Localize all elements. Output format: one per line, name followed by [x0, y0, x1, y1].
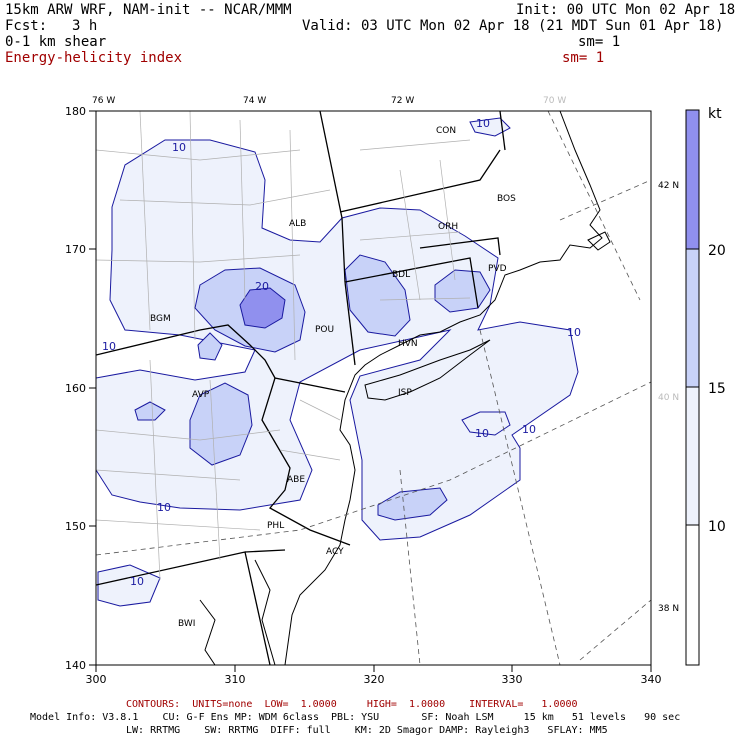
color-bar-segment-15	[686, 249, 699, 387]
longitude-label: 74 W	[243, 96, 266, 106]
color-bar-level: 10	[708, 519, 726, 535]
contour-line-ocean	[461, 411, 511, 436]
x-tick-label: 310	[225, 673, 246, 686]
y-tick-label: 140	[65, 659, 86, 672]
shade-region-15-catskill	[197, 332, 223, 361]
contour-label: 10	[567, 326, 581, 339]
shade-region-15-ma	[434, 269, 491, 313]
x-tick-label: 300	[86, 673, 107, 686]
contour-label: 10	[157, 501, 171, 514]
y-tick-label: 180	[65, 105, 86, 118]
shade-region-10-southwest	[97, 564, 161, 607]
map-area	[96, 111, 651, 665]
color-bar-segment-20	[686, 110, 699, 249]
valid-time: Valid: 03 UTC Mon 02 Apr 18 (21 MDT Sun …	[302, 18, 724, 34]
longitude-label: 72 W	[391, 96, 414, 106]
color-bar-level: 20	[708, 243, 726, 259]
x-tick-label: 340	[641, 673, 662, 686]
y-tick-label: 160	[65, 382, 86, 395]
shade-region-20	[239, 287, 286, 329]
init-time: Init: 00 UTC Mon 02 Apr 18	[516, 2, 736, 18]
color-bar: kt 20 15 10	[685, 106, 726, 666]
forecast-label: Fcst:	[5, 18, 48, 34]
field2-label: Energy-helicity index	[5, 50, 183, 66]
city-label-avp: AVP	[192, 390, 210, 400]
coastline	[199, 111, 611, 665]
shade-region-15-ocean	[377, 487, 448, 521]
y-tick-label: 170	[65, 243, 86, 256]
latitude-label: 40 N	[658, 393, 679, 403]
field2-smoothing: sm= 1	[562, 50, 605, 66]
y-tick-label: 150	[65, 520, 86, 533]
city-label-bwi: BWI	[178, 619, 195, 629]
contours-info: CONTOURS: UNITS=none LOW= 1.0000 HIGH= 1…	[126, 699, 578, 710]
model-info-line1: Model Info: V3.8.1 CU: G-F Ens MP: WDM 6…	[30, 712, 681, 723]
forecast-value: 3 h	[72, 18, 98, 34]
longitude-label: 70 W	[543, 96, 566, 106]
shade-region-15-small	[134, 401, 166, 421]
city-label-isp: ISP	[398, 388, 412, 398]
state-borders	[96, 111, 506, 665]
color-bar-segment-10	[686, 387, 699, 525]
city-label-hvn: HVN	[398, 339, 418, 349]
contour-label: 10	[475, 427, 489, 440]
city-label-phl: PHL	[267, 521, 284, 531]
contour-label: 10	[130, 575, 144, 588]
color-bar-segment-0	[686, 525, 699, 665]
model-title: 15km ARW WRF, NAM-init -- NCAR/MMM	[5, 2, 292, 18]
city-label-alb: ALB	[289, 219, 306, 229]
color-bar-level: 15	[708, 381, 726, 397]
city-label-orh: ORH	[438, 222, 458, 232]
contour-label: 10	[102, 340, 116, 353]
contour-label: 10	[522, 423, 536, 436]
graticule	[96, 111, 651, 665]
shade-region-15-ct	[344, 254, 411, 337]
city-label-pou: POU	[315, 325, 334, 335]
axis-ticks	[89, 110, 652, 672]
city-label-pvd: PVD	[488, 264, 507, 274]
contour-label: 10	[172, 141, 186, 154]
x-tick-label: 330	[502, 673, 523, 686]
model-info-line2: LW: RRTMG SW: RRTMG DIFF: full KM: 2D Sm…	[126, 725, 608, 736]
city-label-bgm: BGM	[150, 314, 171, 324]
latitude-label: 38 N	[658, 604, 679, 614]
contour-label: 20	[255, 280, 269, 293]
city-label-acy: ACY	[326, 547, 344, 557]
latitude-label: 42 N	[658, 181, 679, 191]
contour-label: 10	[476, 117, 490, 130]
field1-smoothing: sm= 1	[578, 34, 621, 50]
city-label-bos: BOS	[497, 194, 516, 204]
field1-label: 0-1 km shear	[5, 34, 107, 50]
county-borders	[96, 111, 471, 581]
longitude-label: 76 W	[92, 96, 115, 106]
city-label-con: CON	[436, 126, 456, 136]
city-label-bdl: BDL	[392, 270, 410, 280]
x-tick-label: 320	[364, 673, 385, 686]
shade-region-15-pa	[189, 382, 253, 466]
city-label-abe: ABE	[287, 475, 305, 485]
color-bar-unit: kt	[708, 106, 722, 122]
